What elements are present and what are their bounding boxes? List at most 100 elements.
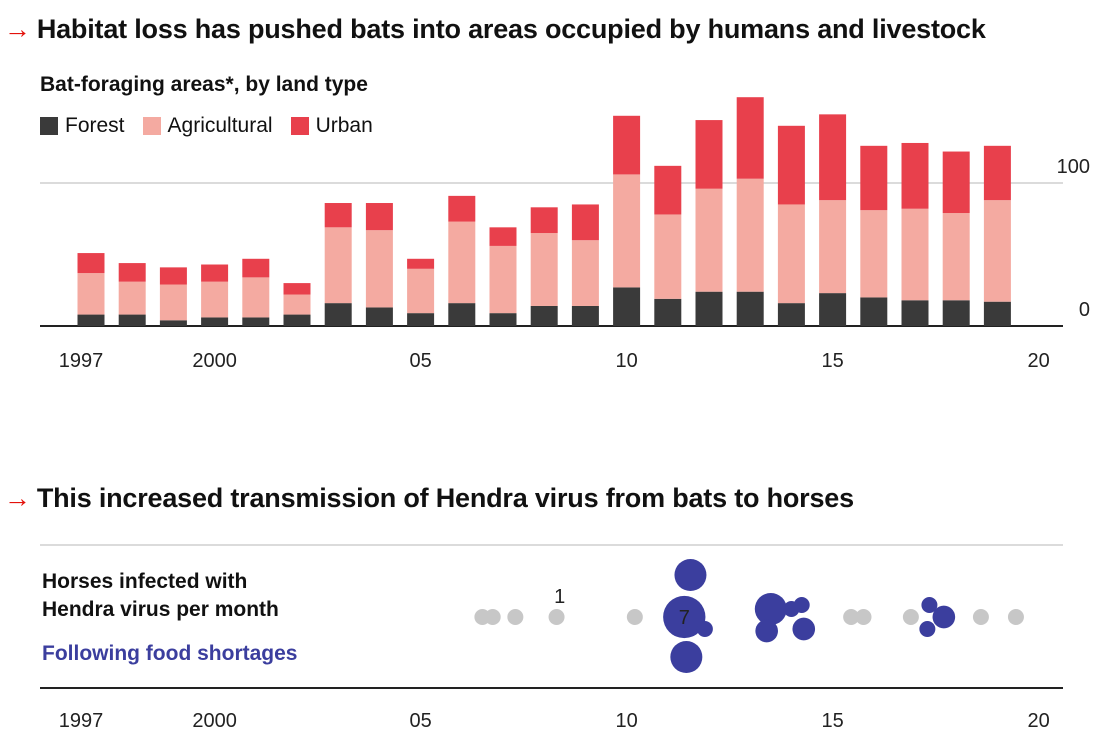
bubble (507, 609, 524, 625)
bubble (548, 609, 565, 625)
x-tick-label: 1997 (59, 710, 104, 732)
bar-urban (654, 165, 682, 215)
bar-forest (77, 314, 105, 326)
bar-forest (695, 291, 723, 326)
bar-forest (365, 307, 393, 326)
bar-forest (736, 291, 764, 326)
bar-agricultural (407, 268, 435, 314)
bar-urban (365, 203, 393, 231)
bar-agricultural (530, 233, 558, 306)
y-tick-label: 100 (1057, 156, 1090, 178)
bar-agricultural (242, 277, 270, 318)
bar-forest (407, 313, 435, 326)
bar-agricultural (819, 200, 847, 294)
size-annotation: 1 (554, 586, 565, 608)
bubble-highlight (754, 593, 787, 625)
x-tick-label: 10 (615, 350, 637, 372)
highlight-label: Following food shortages (42, 642, 298, 665)
bar-forest (283, 314, 311, 326)
bar-urban (860, 145, 888, 211)
bar-urban (983, 145, 1011, 201)
x-tick-label: 10 (615, 710, 637, 732)
bar-forest (530, 305, 558, 326)
bar-forest (777, 303, 805, 326)
bar-urban (942, 151, 970, 214)
bar-agricultural (77, 273, 105, 315)
bar-agricultural (736, 178, 764, 292)
bar-urban (489, 227, 517, 246)
x-tick-label: 15 (821, 710, 843, 732)
bar-forest (159, 320, 187, 326)
bar-agricultural (654, 214, 682, 299)
bubble (484, 609, 501, 625)
bubble-highlight (783, 601, 800, 617)
bar-agricultural (324, 227, 352, 304)
bubble (855, 609, 872, 625)
bar-urban (242, 258, 270, 278)
bar-urban (777, 125, 805, 205)
bubble-highlight (696, 621, 713, 637)
bar-agricultural (777, 204, 805, 304)
bar-agricultural (448, 221, 476, 304)
bubble (1007, 609, 1024, 625)
bar-urban (530, 207, 558, 234)
bar-agricultural (860, 210, 888, 298)
bar-agricultural (201, 281, 229, 318)
bar-forest (201, 317, 229, 326)
bar-forest (983, 301, 1011, 326)
chart-title-habitat: → Habitat loss has pushed bats into areas… (4, 14, 986, 45)
bar-urban (201, 264, 229, 282)
x-tick-label: 15 (821, 350, 843, 372)
legend-label-urban: Urban (315, 114, 373, 137)
x-tick-label: 05 (409, 350, 431, 372)
title-text-habitat: Habitat loss has pushed bats into areas … (36, 14, 986, 44)
bar-agricultural (613, 174, 641, 288)
chart-title-hendra: → This increased transmission of Hendra v… (4, 483, 854, 514)
bubble-highlight (670, 641, 703, 673)
bubble (843, 609, 860, 625)
bar-agricultural (283, 294, 311, 315)
bubble-highlight (674, 559, 707, 591)
bubble (972, 609, 989, 625)
bar-urban (901, 142, 929, 209)
bar-forest (242, 317, 270, 326)
bubble (902, 609, 919, 625)
bar-urban (819, 114, 847, 201)
legend-item-urban: Urban (290, 114, 373, 138)
arrow-right-icon: → (4, 14, 31, 44)
bubble-highlight (932, 605, 956, 629)
bubble (626, 609, 643, 625)
bar-forest (654, 298, 682, 326)
bar-agricultural (571, 240, 599, 306)
legend-label-agricultural: Agricultural (167, 114, 273, 137)
bar-urban (407, 258, 435, 269)
bar-urban (324, 203, 352, 228)
bar-urban (77, 253, 105, 274)
legend-swatch-agricultural (142, 117, 161, 135)
bar-forest (901, 300, 929, 326)
bar-forest (118, 314, 146, 326)
bar-forest (942, 300, 970, 326)
size-annotation: 7 (679, 607, 690, 629)
bar-urban (571, 204, 599, 241)
bar-urban (118, 263, 146, 282)
bubble-highlight (792, 617, 816, 641)
bubble-highlight (755, 619, 778, 643)
x-tick-label: 2000 (192, 350, 237, 372)
bar-urban (448, 195, 476, 222)
legend-label-forest: Forest (65, 114, 125, 137)
bubble-highlight (919, 621, 936, 637)
x-tick-label: 20 (1027, 350, 1049, 372)
x-tick-label: 05 (409, 710, 431, 732)
bar-agricultural (159, 284, 187, 321)
bar-forest (571, 305, 599, 326)
arrow-right-icon: → (4, 483, 31, 513)
bar-forest (489, 313, 517, 326)
x-tick-label: 2000 (192, 710, 237, 732)
bar-urban (736, 97, 764, 179)
hendra-ylabel: Horses infected with Hendra virus per mo… (42, 570, 279, 621)
chart-subtitle: Bat-foraging areas*, by land type (40, 73, 368, 96)
legend-swatch-urban (290, 117, 309, 135)
bar-agricultural (489, 245, 517, 314)
